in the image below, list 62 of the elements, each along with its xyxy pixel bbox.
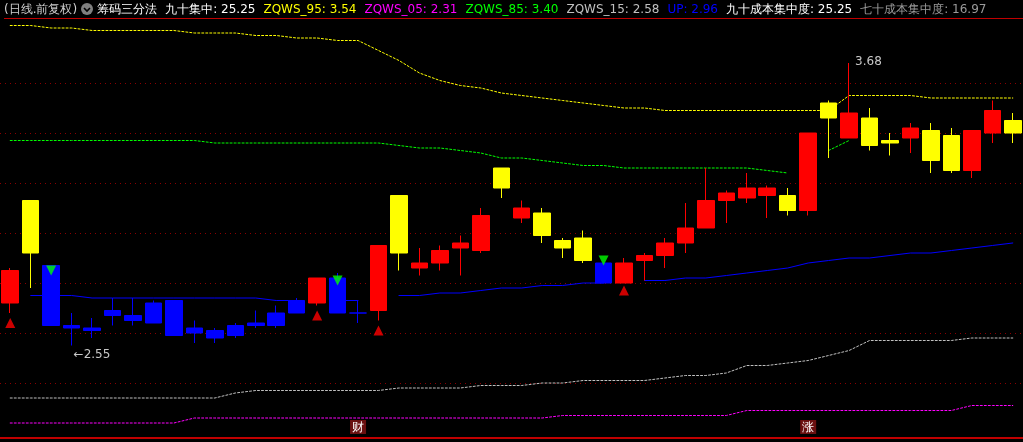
point: [5, 318, 16, 328]
series-label: ZQWS_95: 3.54: [263, 2, 357, 16]
point: [332, 275, 343, 286]
candlestick: [902, 122, 919, 154]
candlestick: [452, 235, 469, 276]
point: [46, 265, 57, 276]
candlestick: [922, 122, 940, 174]
candlestick: [574, 230, 592, 264]
point: [373, 325, 384, 336]
text: ZQWS_15: 2.58: [566, 2, 660, 16]
annotation: 3.68: [855, 54, 882, 68]
candlestick: [758, 185, 776, 219]
candlestick: [718, 190, 735, 224]
candlestick: [308, 277, 326, 306]
candlestick: [22, 200, 39, 289]
candlestick: [247, 310, 265, 329]
candlestick: [963, 130, 981, 179]
candlestick: [615, 257, 633, 284]
candlestick: [799, 132, 817, 216]
candlestick: [554, 237, 571, 259]
candlestick: [881, 132, 899, 156]
candlestick: [861, 107, 878, 151]
candlestick: [63, 312, 80, 346]
candlestick: [636, 252, 653, 281]
x-tick-label: 财: [352, 420, 365, 434]
annotation: ←2.55: [73, 346, 111, 361]
text: 七十成本集中度: 16.97: [860, 0, 987, 18]
text: UP: 2.96: [667, 2, 719, 16]
candlestick: [984, 100, 1001, 144]
chart-title: 筹码三分法: [97, 0, 158, 18]
candlestick: [83, 317, 101, 339]
candlestick: [370, 245, 387, 321]
candlestick: [411, 247, 428, 276]
chart-subtitle: (日线.前复权): [4, 0, 78, 18]
candlestick: [677, 202, 694, 254]
candlestick: [145, 300, 162, 324]
text: ZQWS_85: 3.40: [465, 2, 559, 16]
candlestick: [186, 320, 203, 344]
candlestick: [779, 187, 796, 216]
point: [619, 285, 630, 296]
candlestick: [840, 62, 858, 139]
x-tick-label: 涨: [802, 420, 815, 434]
candlestick: [656, 237, 674, 269]
candlestick: [1, 267, 19, 314]
text: ZQWS_05: 2.31: [364, 2, 458, 16]
candlestick: [697, 167, 715, 229]
candlestick: [472, 207, 490, 254]
text: 九十集中: 25.25: [165, 0, 256, 18]
candlestick: [390, 195, 408, 271]
candlestick: [738, 172, 756, 204]
candlestick: [227, 322, 244, 339]
candlestick: [493, 167, 510, 199]
point: [312, 310, 323, 321]
candlestick: [431, 245, 449, 271]
text: 九十成本集中度: 25.25: [726, 0, 853, 18]
candlestick: [533, 207, 551, 244]
candlestick: [513, 200, 530, 224]
candlestick: [267, 305, 285, 329]
candlestick: [1004, 112, 1022, 144]
point: [598, 255, 609, 266]
candlestick: [206, 327, 224, 344]
candlestick: [943, 127, 960, 174]
